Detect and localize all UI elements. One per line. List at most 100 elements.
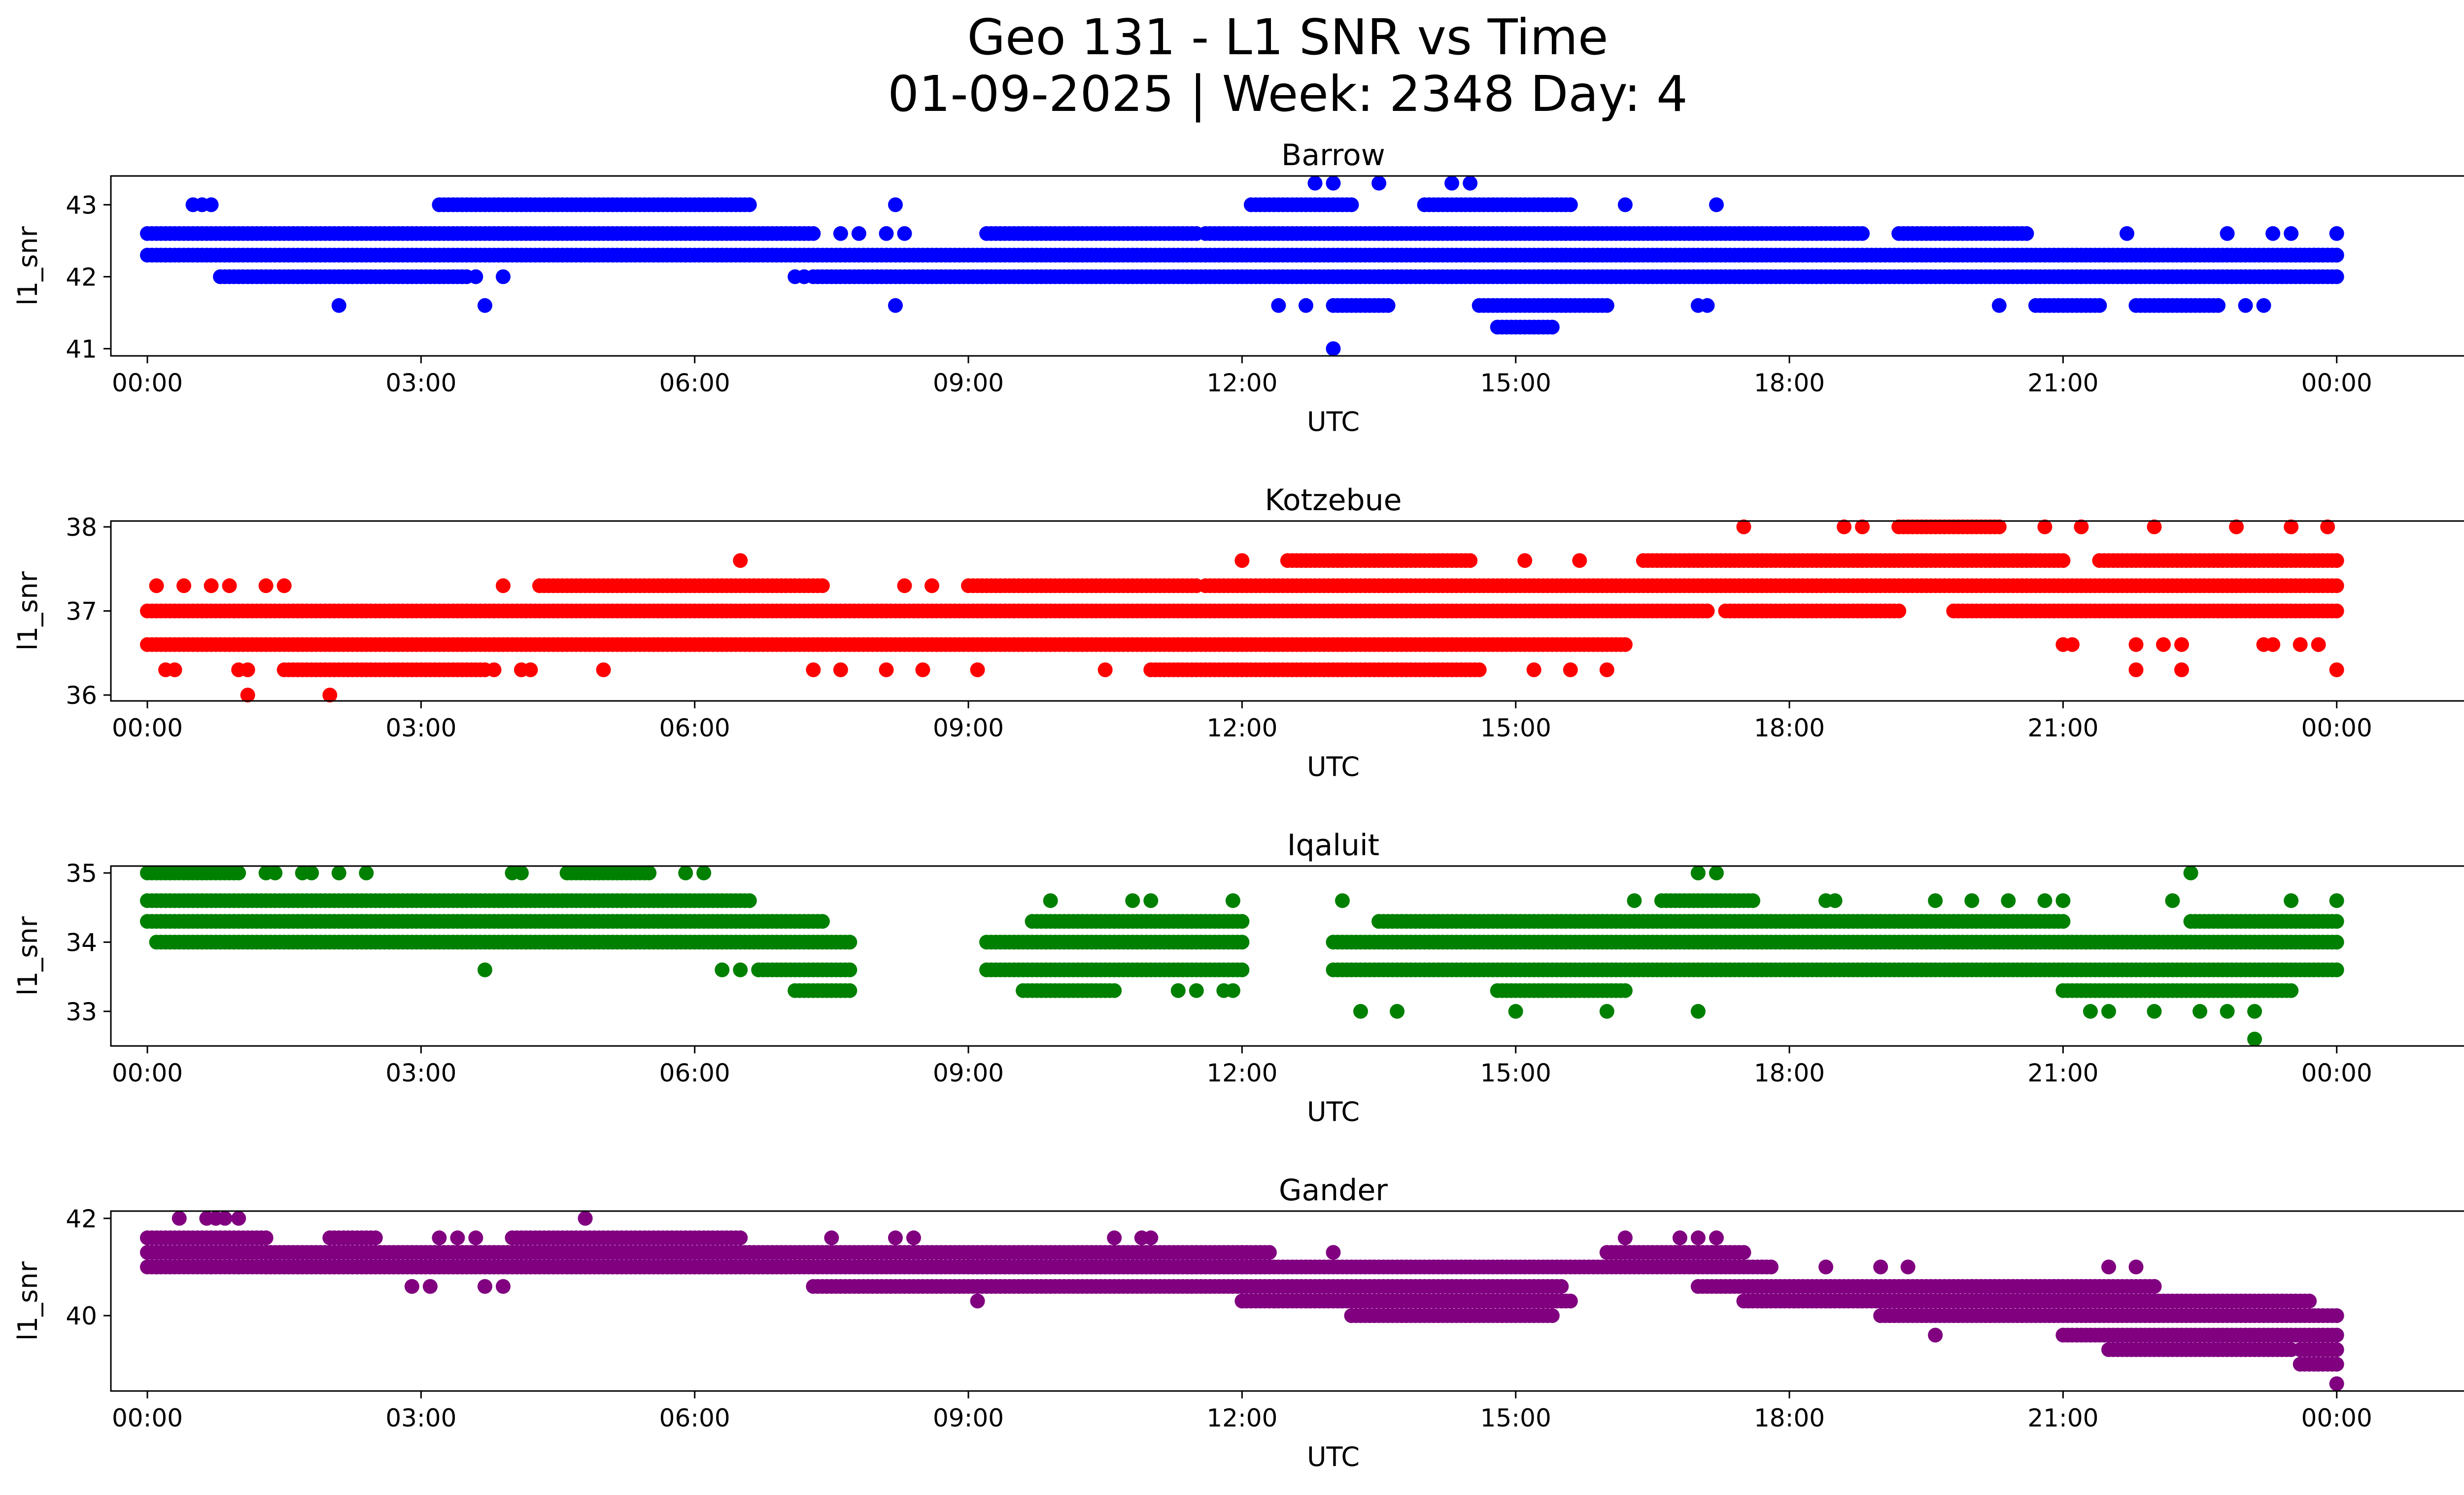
x-tick-label: 06:00 — [659, 714, 730, 742]
data-point — [1262, 1245, 1277, 1260]
data-point — [496, 578, 511, 593]
x-tick-label: 15:00 — [1480, 1059, 1551, 1087]
data-point — [2265, 226, 2281, 241]
data-point — [888, 298, 903, 313]
x-axis-label: UTC — [1307, 406, 1360, 437]
y-tick-label: 43 — [66, 191, 97, 219]
data-point — [2247, 1004, 2262, 1019]
data-point — [204, 197, 219, 212]
data-point — [715, 962, 730, 977]
data-point — [1444, 175, 1460, 191]
data-point — [1709, 866, 1724, 880]
x-tick-label: 06:00 — [659, 369, 730, 397]
x-tick-label: 15:00 — [1480, 369, 1551, 397]
data-point — [2019, 226, 2034, 241]
data-point — [1690, 866, 1706, 880]
data-point — [1225, 983, 1240, 998]
data-point — [2174, 662, 2189, 677]
x-tick-label: 09:00 — [933, 1059, 1004, 1087]
data-point — [2092, 298, 2107, 313]
data-point — [879, 662, 894, 677]
figure-title-line-2: 01-09-2025 | Week: 2348 Day: 4 — [888, 65, 1687, 123]
data-point — [1326, 175, 1341, 191]
data-point — [733, 962, 748, 977]
data-point — [2284, 893, 2299, 908]
data-point — [1225, 893, 1240, 908]
data-point — [806, 226, 821, 241]
data-point — [176, 578, 192, 593]
data-point — [1335, 893, 1350, 908]
data-point — [2220, 226, 2235, 241]
x-tick-label: 00:00 — [112, 714, 183, 742]
x-tick-label: 00:00 — [2301, 369, 2372, 397]
data-point — [2183, 866, 2198, 880]
data-point — [2293, 637, 2308, 652]
data-point — [1307, 175, 1323, 191]
data-point — [2329, 914, 2344, 929]
data-point — [2329, 578, 2344, 593]
data-point — [897, 578, 912, 593]
x-tick-label: 09:00 — [933, 369, 1004, 397]
data-point — [258, 1230, 274, 1246]
data-point — [2120, 226, 2134, 241]
data-point — [1271, 298, 1286, 313]
data-point — [842, 935, 857, 950]
x-tick-label: 21:00 — [2027, 369, 2098, 397]
data-point — [1344, 197, 1359, 212]
data-point — [331, 298, 346, 313]
data-point — [1928, 893, 1943, 908]
data-point — [915, 662, 930, 677]
y-tick-label: 35 — [66, 859, 97, 888]
data-point — [815, 578, 830, 593]
data-point — [1563, 197, 1578, 212]
data-point — [2256, 298, 2271, 313]
data-point — [1380, 298, 1396, 313]
x-tick-label: 12:00 — [1206, 369, 1277, 397]
data-point — [478, 962, 492, 977]
x-tick-label: 00:00 — [112, 1059, 183, 1087]
y-axis-label: l1_snr — [12, 916, 43, 996]
data-point — [851, 226, 866, 241]
data-point — [276, 578, 292, 593]
x-tick-label: 12:00 — [1206, 714, 1277, 742]
data-point — [2284, 226, 2299, 241]
data-point — [1463, 553, 1478, 568]
data-point — [2128, 662, 2144, 677]
y-tick-label: 38 — [66, 513, 97, 542]
data-point — [1189, 983, 1204, 998]
data-point — [1700, 603, 1715, 619]
x-tick-label: 18:00 — [1754, 369, 1825, 397]
x-tick-label: 18:00 — [1754, 1059, 1825, 1087]
y-tick-label: 41 — [66, 335, 97, 363]
data-point — [888, 197, 903, 212]
data-point — [796, 269, 812, 284]
data-point — [523, 662, 538, 677]
data-point — [2192, 1004, 2208, 1019]
y-tick-label: 34 — [66, 928, 97, 957]
data-point — [1599, 298, 1614, 313]
data-point — [2211, 298, 2226, 313]
x-tick-label: 12:00 — [1206, 1059, 1277, 1087]
data-point — [2101, 1004, 2116, 1019]
x-tick-label: 21:00 — [2027, 1059, 2098, 1087]
data-point — [2001, 893, 2016, 908]
figure-title-line-1: Geo 131 - L1 SNR vs Time — [967, 8, 1608, 66]
data-point — [240, 662, 255, 677]
data-point — [2055, 893, 2071, 908]
data-point — [2128, 637, 2144, 652]
data-point — [1234, 962, 1250, 977]
x-tick-label: 21:00 — [2027, 714, 2098, 742]
data-point — [468, 269, 483, 284]
x-tick-label: 00:00 — [2301, 1059, 2372, 1087]
data-point — [970, 662, 985, 677]
data-point — [496, 269, 511, 284]
data-point — [1599, 662, 1614, 677]
data-point — [1617, 637, 1633, 652]
data-point — [1855, 226, 1870, 241]
data-point — [1700, 298, 1715, 313]
data-point — [486, 662, 502, 677]
data-point — [149, 578, 164, 593]
data-point — [2329, 603, 2344, 619]
data-point — [2055, 914, 2071, 929]
y-axis-label: l1_snr — [12, 571, 43, 651]
